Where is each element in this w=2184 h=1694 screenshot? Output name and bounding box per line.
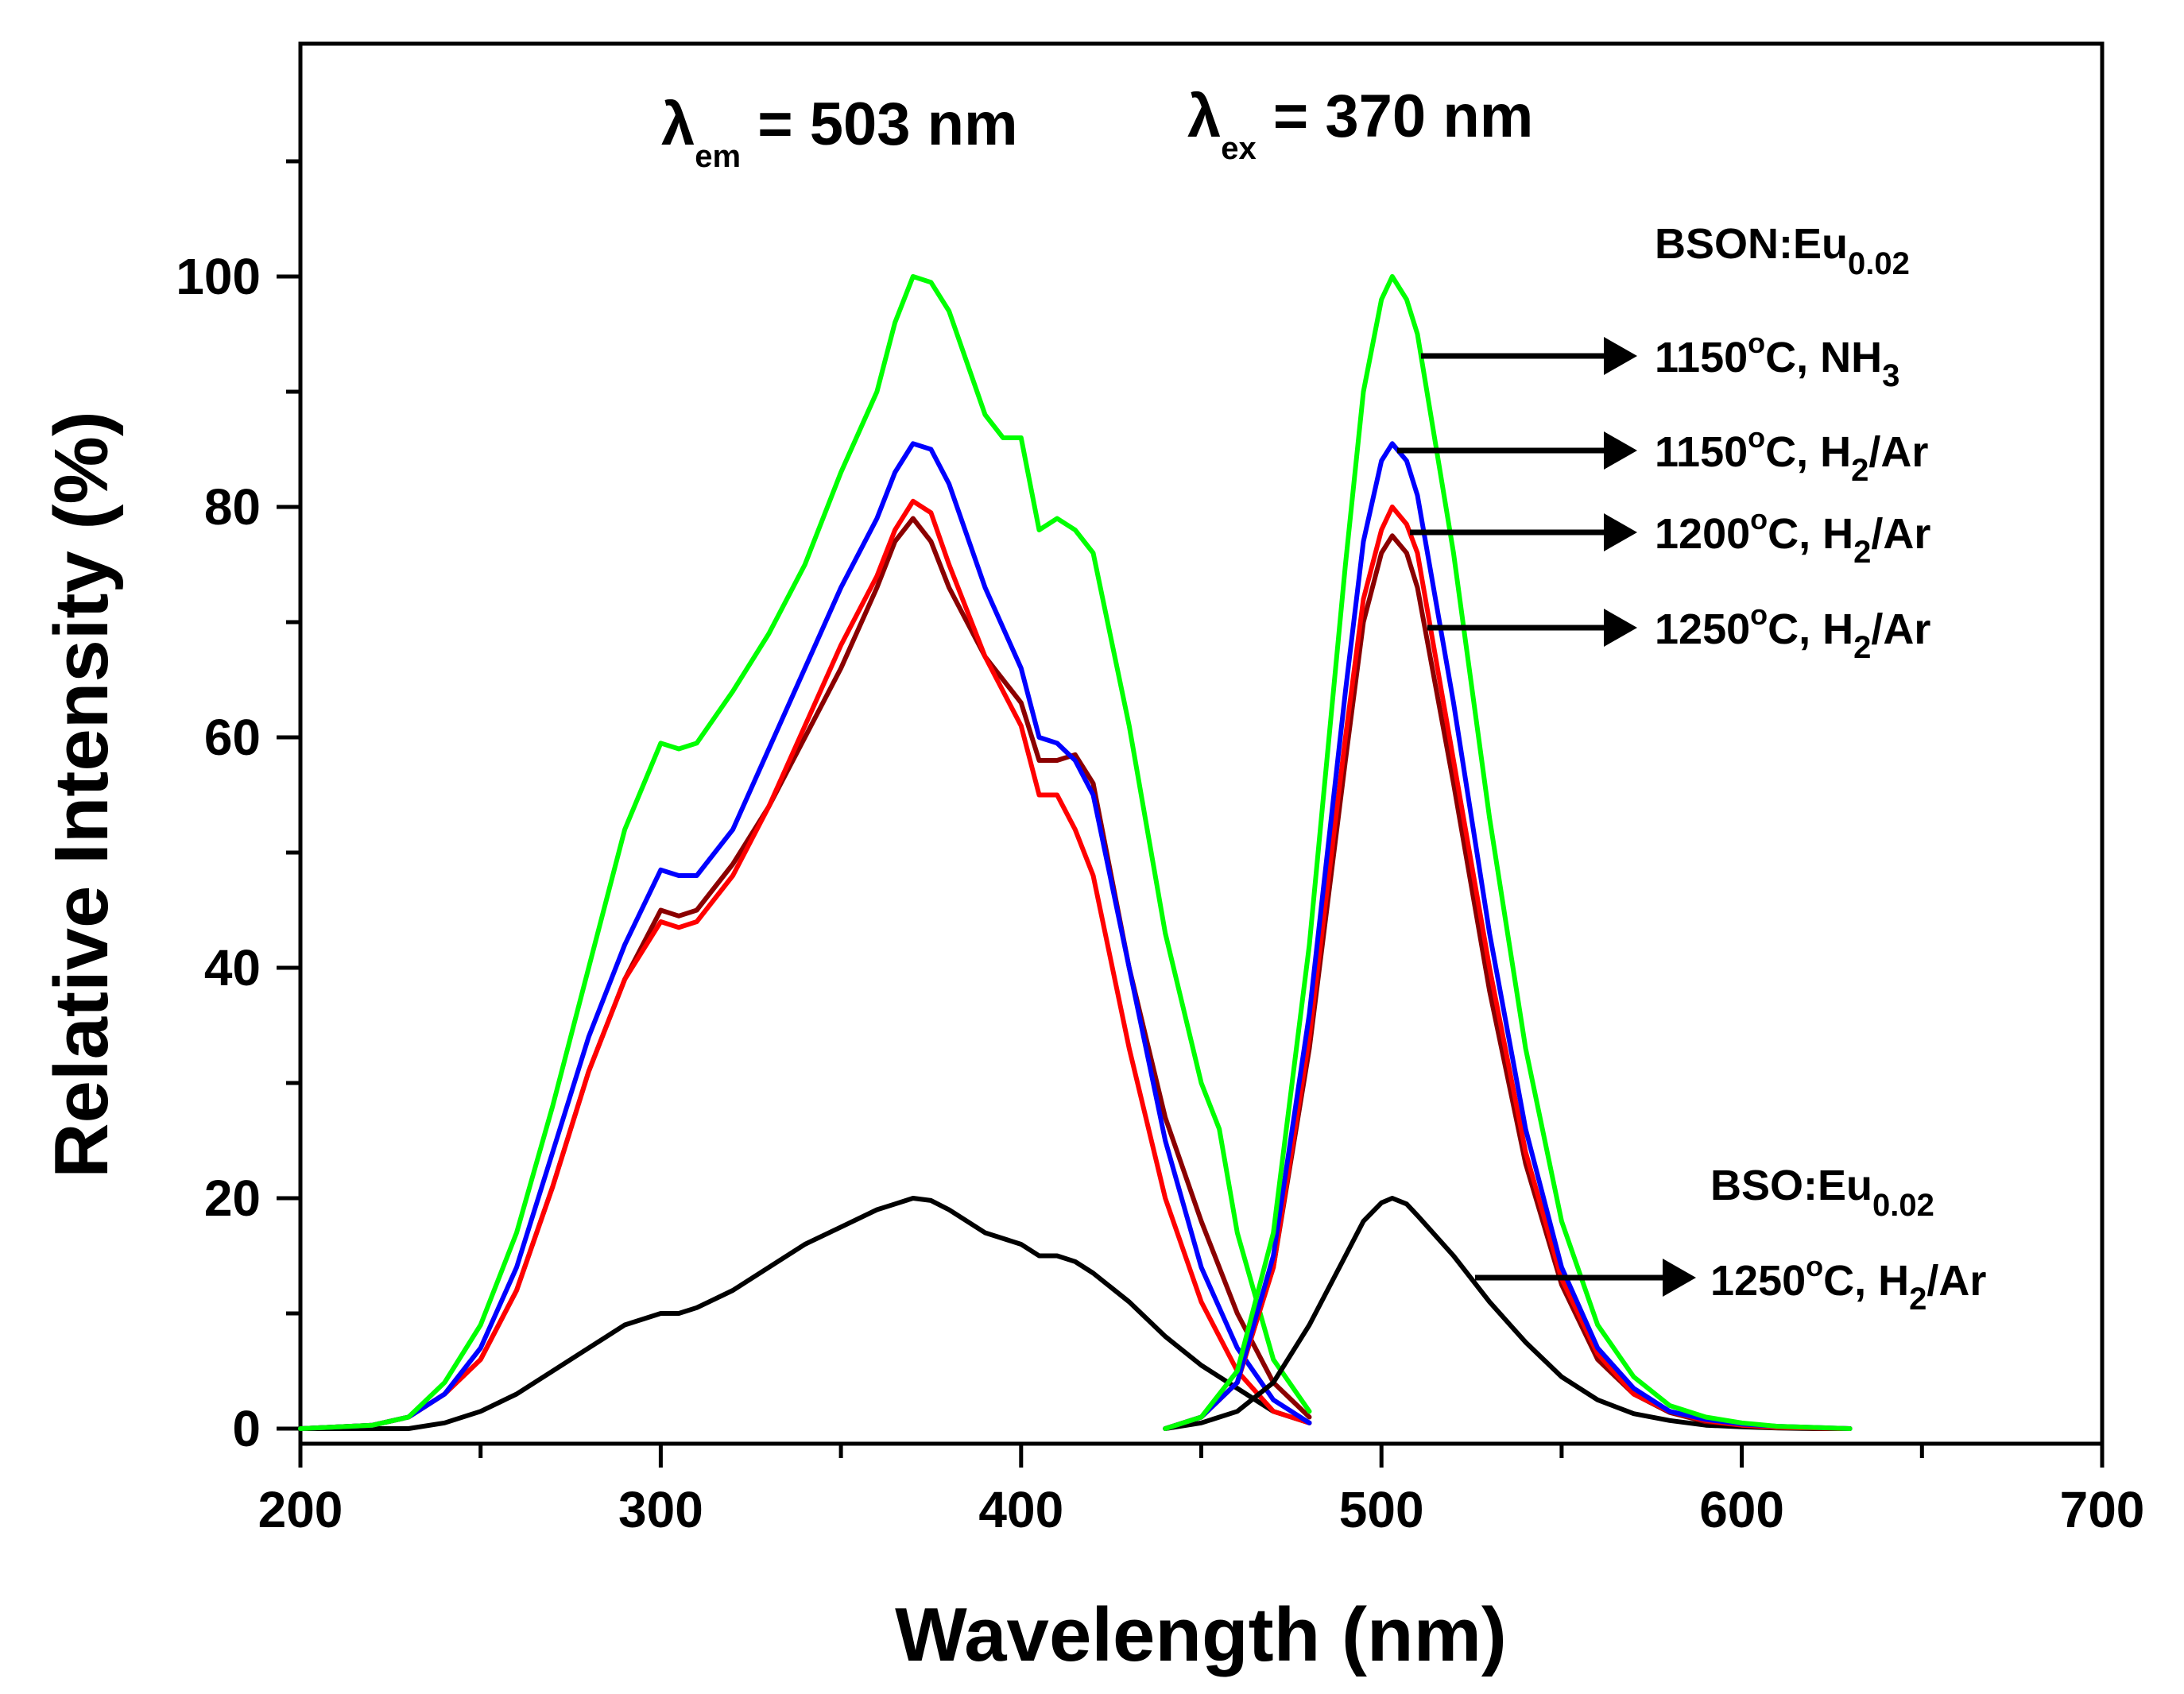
y-tick-label: 80 bbox=[204, 478, 261, 536]
bso-subscript: 0.02 bbox=[1872, 1188, 1934, 1223]
lambda-ex-label: λex = 370 nm bbox=[1187, 83, 1533, 166]
y-axis-title: Relative Intensity (%) bbox=[39, 411, 124, 1178]
label-bso-1250-degree: o bbox=[1806, 1250, 1823, 1282]
label-1150-h2ar-ar: /Ar bbox=[1868, 428, 1928, 476]
bso-main: BSO:Eu bbox=[1710, 1162, 1872, 1209]
axis-ticks: 200 300 400 500 600 700 0 20 40 60 80 100 bbox=[176, 159, 2145, 1538]
label-1200-h2ar: 1200oC, H2/Ar bbox=[1655, 503, 1930, 570]
lambda-ex-symbol: λ bbox=[1187, 83, 1221, 150]
label-1150-h2ar: 1150oC, H2/Ar bbox=[1655, 421, 1928, 488]
lambda-em-label: λem = 503 nm bbox=[661, 91, 1018, 174]
label-1150-h2ar-gas: C, H bbox=[1765, 428, 1851, 476]
label-1200-h2ar-sub: 2 bbox=[1853, 535, 1871, 570]
arrowhead-bso-1250 bbox=[1663, 1259, 1696, 1297]
label-1200-h2ar-gas: C, H bbox=[1768, 510, 1853, 558]
label-bso-1250-temp: 1250 bbox=[1710, 1257, 1806, 1305]
label-1200-h2ar-temp: 1200 bbox=[1655, 510, 1750, 558]
series-curves bbox=[298, 274, 1853, 1431]
arrowhead-1150-h2ar bbox=[1604, 431, 1637, 470]
label-1200-h2ar-degree: o bbox=[1750, 503, 1768, 536]
label-1150-nh3-temp: 1150 bbox=[1655, 334, 1748, 381]
label-1150-nh3-degree: o bbox=[1748, 327, 1765, 359]
bson-subscript: 0.02 bbox=[1848, 246, 1910, 281]
label-1250-h2ar: 1250oC, H2/Ar bbox=[1655, 598, 1930, 665]
label-bso-1250-ar: /Ar bbox=[1926, 1257, 1986, 1305]
label-bso-1250-gas: C, H bbox=[1823, 1257, 1909, 1305]
annotation-arrows bbox=[1397, 337, 1696, 1297]
label-1150-h2ar-degree: o bbox=[1748, 421, 1765, 454]
arrowhead-1150-nh3 bbox=[1604, 337, 1637, 375]
series-line bbox=[298, 441, 1312, 1431]
y-tick-label: 0 bbox=[232, 1400, 261, 1457]
lambda-ex-value: = 370 nm bbox=[1257, 83, 1534, 150]
x-tick-label: 700 bbox=[2060, 1481, 2145, 1538]
lambda-em-subscript: em bbox=[695, 139, 741, 174]
lambda-ex-subscript: ex bbox=[1221, 131, 1257, 166]
label-1150-nh3-gas: C, NH bbox=[1765, 334, 1882, 381]
series-line bbox=[298, 516, 1312, 1431]
series-line bbox=[1163, 274, 1853, 1431]
label-1150-h2ar-sub: 2 bbox=[1851, 453, 1868, 488]
y-tick-label: 60 bbox=[204, 709, 261, 766]
x-tick-label: 400 bbox=[978, 1481, 1063, 1538]
label-1250-h2ar-sub: 2 bbox=[1853, 630, 1871, 665]
series-line bbox=[298, 1196, 1312, 1431]
x-tick-label: 300 bbox=[618, 1481, 703, 1538]
x-axis-title: Wavelength (nm) bbox=[895, 1592, 1507, 1677]
x-tick-label: 500 bbox=[1339, 1481, 1424, 1538]
series-line bbox=[298, 498, 1312, 1431]
label-1150-nh3-sub: 3 bbox=[1882, 358, 1899, 393]
y-tick-label: 40 bbox=[204, 939, 261, 996]
bson-label: BSON:Eu0.02 bbox=[1655, 220, 1910, 281]
x-tick-label: 600 bbox=[1699, 1481, 1784, 1538]
bson-main: BSON:Eu bbox=[1655, 220, 1848, 268]
label-1150-nh3: 1150oC, NH3 bbox=[1655, 327, 1899, 393]
label-1200-h2ar-ar: /Ar bbox=[1871, 510, 1930, 558]
label-1250-h2ar-degree: o bbox=[1750, 598, 1768, 631]
y-tick-label: 100 bbox=[176, 248, 261, 305]
label-bso-1250-sub: 2 bbox=[1909, 1282, 1926, 1317]
lambda-em-value: = 503 nm bbox=[741, 91, 1018, 158]
lambda-em-symbol: λ bbox=[661, 91, 695, 158]
bso-label: BSO:Eu0.02 bbox=[1710, 1162, 1934, 1223]
arrowhead-1250-h2ar bbox=[1604, 609, 1637, 647]
label-bso-1250-h2ar: 1250oC, H2/Ar bbox=[1710, 1250, 1986, 1317]
label-1250-h2ar-ar: /Ar bbox=[1871, 605, 1930, 653]
y-tick-label: 20 bbox=[204, 1170, 261, 1227]
label-1250-h2ar-temp: 1250 bbox=[1655, 605, 1750, 653]
series-line bbox=[298, 274, 1312, 1431]
label-1150-h2ar-temp: 1150 bbox=[1655, 428, 1748, 476]
x-tick-label: 200 bbox=[258, 1481, 343, 1538]
arrowhead-1200-h2ar bbox=[1604, 513, 1637, 551]
label-1250-h2ar-gas: C, H bbox=[1768, 605, 1853, 653]
series-line bbox=[1163, 1196, 1853, 1431]
